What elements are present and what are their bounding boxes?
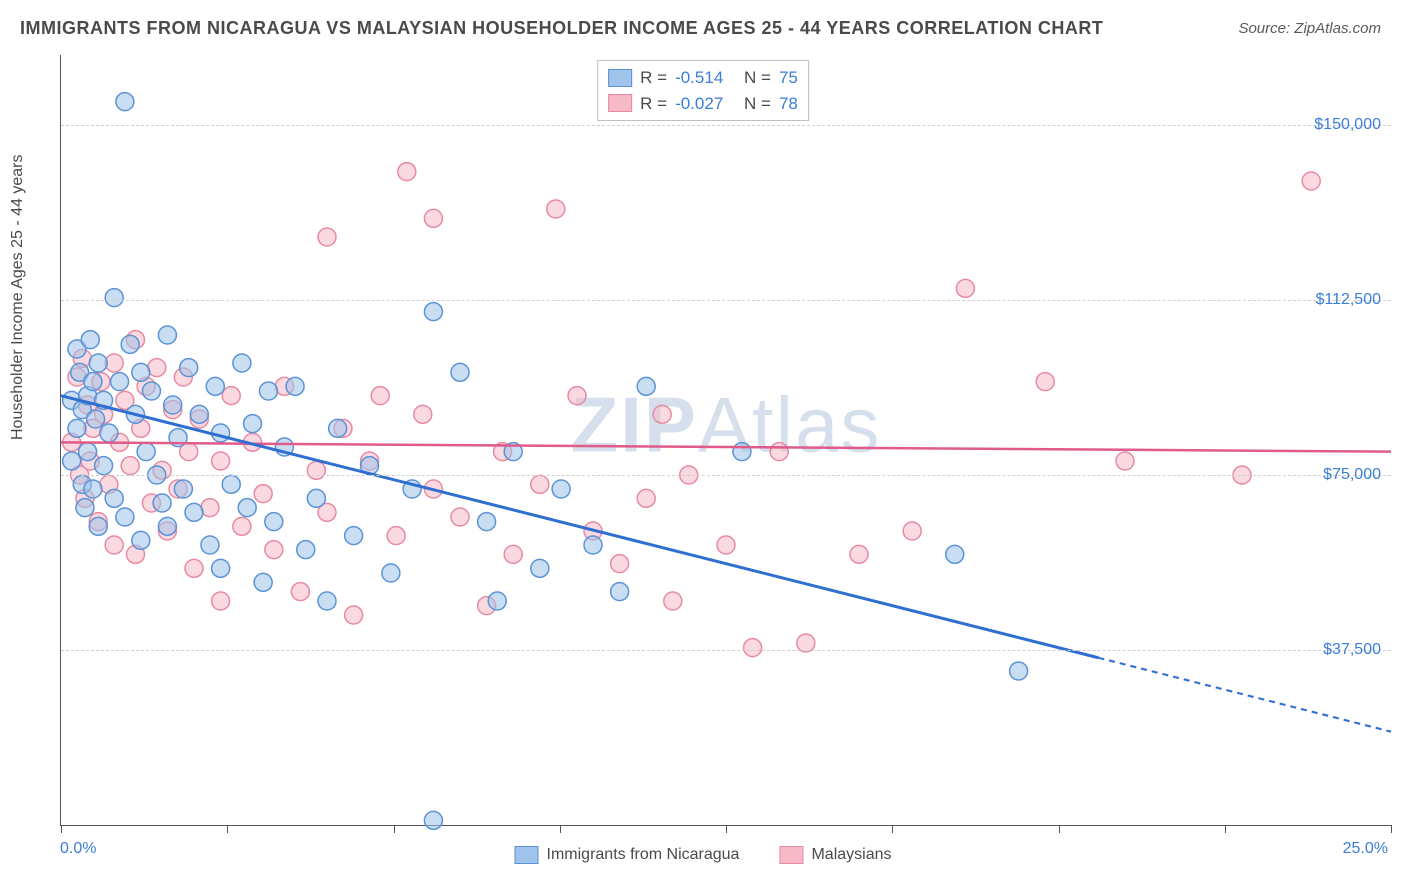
source-label: Source: ZipAtlas.com <box>1238 20 1381 37</box>
legend-label: Malaysians <box>811 846 891 864</box>
legend-n-value: 75 <box>779 65 798 91</box>
legend-label: Immigrants from Nicaragua <box>547 846 740 864</box>
x-max-label: 25.0% <box>1343 840 1388 858</box>
plot-area: ZIPAtlas $37,500$75,000$112,500$150,000 <box>60 55 1391 826</box>
y-tick-label: $75,000 <box>1323 466 1381 484</box>
legend-swatch-pink <box>608 94 632 112</box>
legend-item: Immigrants from Nicaragua <box>515 846 740 864</box>
legend-r-value: -0.514 <box>675 65 723 91</box>
scatter-svg <box>61 55 1391 825</box>
legend-top: R = -0.514 N = 75 R = -0.027 N = 78 <box>597 60 809 121</box>
legend-r-value: -0.027 <box>675 91 723 117</box>
legend-row: R = -0.514 N = 75 <box>608 65 798 91</box>
legend-n-value: 78 <box>779 91 798 117</box>
legend-item: Malaysians <box>779 846 891 864</box>
y-tick-label: $37,500 <box>1323 641 1381 659</box>
legend-r-label: R = <box>640 91 667 117</box>
legend-swatch-blue <box>608 69 632 87</box>
chart-title: IMMIGRANTS FROM NICARAGUA VS MALAYSIAN H… <box>20 18 1103 39</box>
legend-row: R = -0.027 N = 78 <box>608 91 798 117</box>
legend-swatch-pink <box>779 846 803 864</box>
correlation-chart: IMMIGRANTS FROM NICARAGUA VS MALAYSIAN H… <box>0 0 1406 892</box>
legend-n-label: N = <box>744 65 771 91</box>
legend-swatch-blue <box>515 846 539 864</box>
y-tick-label: $112,500 <box>1315 291 1381 309</box>
legend-bottom: Immigrants from Nicaragua Malaysians <box>515 846 892 864</box>
legend-n-label: N = <box>744 91 771 117</box>
legend-r-label: R = <box>640 65 667 91</box>
y-tick-label: $150,000 <box>1314 116 1381 134</box>
x-min-label: 0.0% <box>60 840 96 858</box>
y-axis-label: Householder Income Ages 25 - 44 years <box>9 155 27 441</box>
